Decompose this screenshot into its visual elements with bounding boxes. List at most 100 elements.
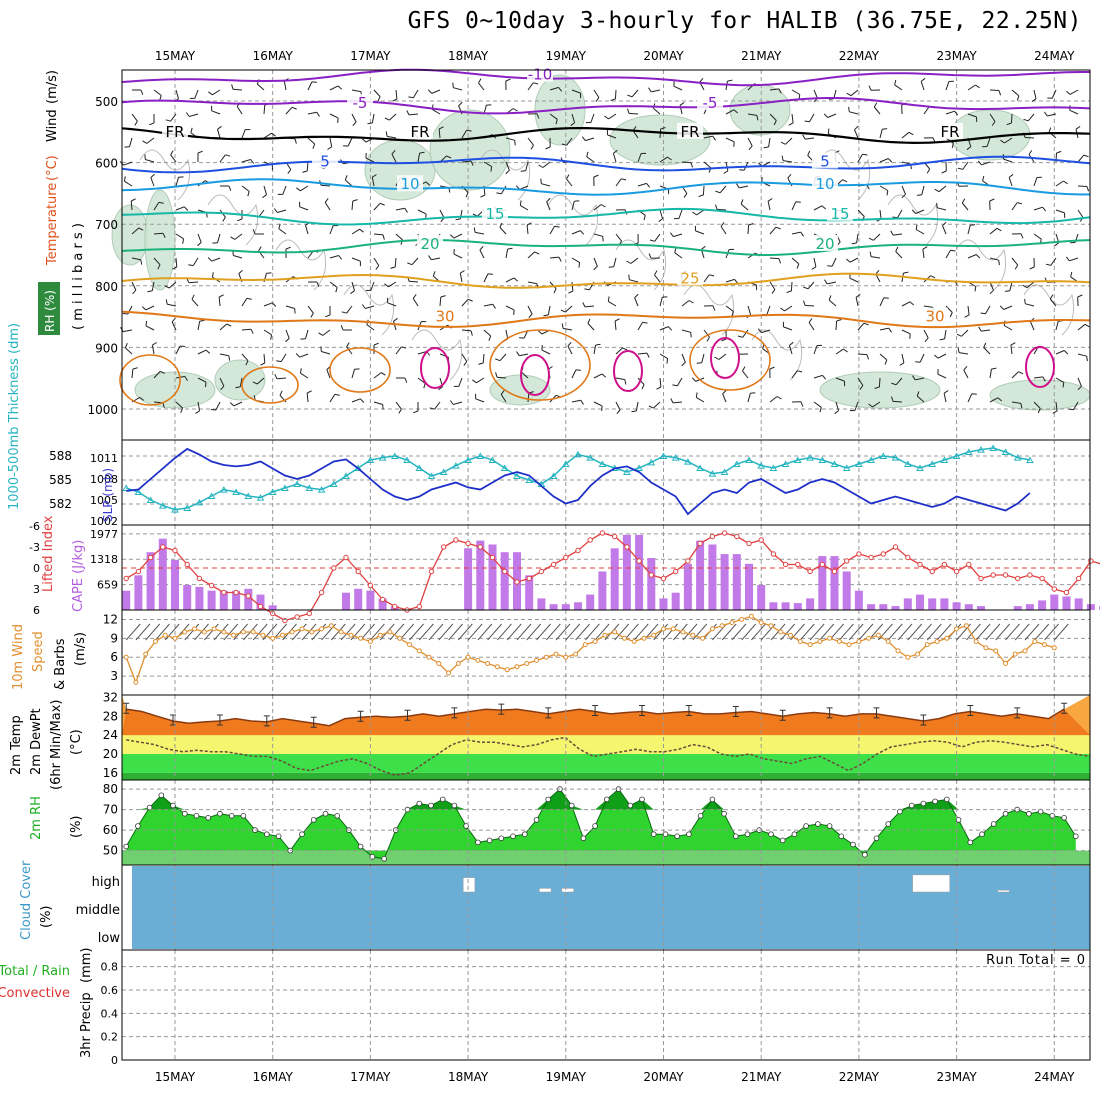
wind-tick-label: 6 xyxy=(110,650,118,664)
cape-bar xyxy=(977,606,985,610)
rh-marker xyxy=(592,823,598,829)
thickness-axis-label: 1000-500mb Thickness (dm) xyxy=(7,323,22,510)
rh-marker xyxy=(205,814,212,821)
wind-barb xyxy=(915,377,925,381)
wind-barb xyxy=(351,89,361,93)
wind-speed-marker xyxy=(651,632,657,638)
wind-barb xyxy=(961,329,969,337)
rh-marker xyxy=(697,812,704,819)
temp-tick-label: 32 xyxy=(103,690,118,704)
wind-barb xyxy=(584,305,595,308)
wind-barb-10m xyxy=(360,623,375,641)
wind-barb-flag xyxy=(780,141,786,145)
wind-barb xyxy=(188,281,199,284)
cape-bar xyxy=(537,598,546,610)
cape-bar xyxy=(1086,604,1095,610)
isotherm-loop-35 xyxy=(710,337,740,379)
wind-barb-flag xyxy=(800,231,804,237)
rh-marker xyxy=(838,833,845,840)
wind-barb-flag xyxy=(882,128,888,130)
wind-barb-flag xyxy=(429,407,435,410)
thickness-marker xyxy=(195,498,204,506)
wind-barb-flag xyxy=(834,410,839,415)
isotherm-label: -5 xyxy=(703,94,718,112)
wind-speed-marker xyxy=(133,679,139,685)
wind-barb xyxy=(123,161,133,166)
rh-marker xyxy=(357,843,364,850)
wind-barb xyxy=(475,231,485,235)
high-cloud-block xyxy=(539,888,552,893)
rh-shading xyxy=(214,359,266,401)
wind-barb xyxy=(175,401,183,409)
wind-barb-10m xyxy=(614,623,630,641)
wind-barb xyxy=(676,377,683,386)
temp-tick-label: 28 xyxy=(103,709,118,723)
wind-barb xyxy=(453,253,463,259)
lifted-index-marker xyxy=(953,568,960,575)
lifted-index-marker xyxy=(453,537,459,543)
wind-barb xyxy=(324,202,331,211)
wind-barb xyxy=(453,87,463,91)
wind-barb-flag xyxy=(584,288,590,291)
rh-marker xyxy=(732,833,739,840)
wind-barb xyxy=(784,305,793,312)
rh-contour xyxy=(683,284,735,336)
wind-barb xyxy=(615,347,623,355)
pressure-tick-label: 500 xyxy=(95,95,118,109)
isotherm-label-bg xyxy=(397,175,423,192)
wind-barb-flag xyxy=(926,168,931,174)
wind-barb xyxy=(681,353,686,363)
wind-barb-flag xyxy=(270,334,273,340)
wind-barb-flag xyxy=(197,150,203,154)
lifted-index-marker xyxy=(1015,575,1021,582)
thickness-marker xyxy=(659,452,668,459)
wind-barb-flag xyxy=(646,183,651,188)
wind-barb xyxy=(587,323,595,331)
rh-marker xyxy=(955,817,962,823)
wind-speed-marker xyxy=(768,623,774,629)
temp-upper-mask xyxy=(122,695,1090,726)
wind-speed-marker xyxy=(553,651,559,657)
wind-barb xyxy=(659,209,664,219)
wind-barb-flag xyxy=(737,335,743,338)
thickness-tick-label: 582 xyxy=(49,497,72,511)
wind-barb-flag xyxy=(998,260,1000,266)
wind-barb-10m xyxy=(448,623,463,641)
wind-speed-marker xyxy=(788,632,793,638)
wind-barb xyxy=(326,369,331,379)
wind-barb-10m xyxy=(731,623,747,641)
wind-barb xyxy=(937,353,947,359)
wind-barb xyxy=(218,296,221,307)
wind-barb xyxy=(1033,401,1041,409)
rh-contour xyxy=(751,329,803,381)
rh-unit-label: (%) xyxy=(69,816,84,839)
wind-speed-marker xyxy=(612,629,618,635)
wind-barb-flag xyxy=(887,158,893,163)
wind-barb xyxy=(549,226,556,235)
wind-barb xyxy=(571,201,575,211)
thickness-marker xyxy=(268,488,277,495)
wind-barb-flag xyxy=(822,375,827,380)
isotherm-loop-35 xyxy=(1025,346,1055,388)
wind-barb-flag xyxy=(641,384,645,390)
wind-barb xyxy=(1077,353,1087,357)
wind-barb xyxy=(1026,281,1035,289)
cloud-level-label: high xyxy=(92,875,120,890)
isotherm-label: 30 xyxy=(925,308,944,326)
wind-barb-flag xyxy=(190,127,193,133)
precip-total-legend: Total / Rain xyxy=(0,964,70,979)
temp-minmax-bar xyxy=(545,707,552,719)
wind-barb xyxy=(989,369,992,379)
wind-barb-flag xyxy=(359,228,364,233)
wind-barb xyxy=(395,89,398,100)
isotherm-label-bg xyxy=(417,234,443,251)
wind-barb xyxy=(395,207,405,211)
temp-minmax-bar xyxy=(498,703,505,715)
wind-barb-flag xyxy=(495,358,501,362)
wind-barb xyxy=(175,233,184,240)
cape-bar xyxy=(1062,596,1071,610)
isotherm-line xyxy=(121,310,1091,329)
wind-barb xyxy=(527,281,537,285)
wind-barb-flag xyxy=(642,321,648,324)
isotherm-loop-30 xyxy=(241,366,299,404)
